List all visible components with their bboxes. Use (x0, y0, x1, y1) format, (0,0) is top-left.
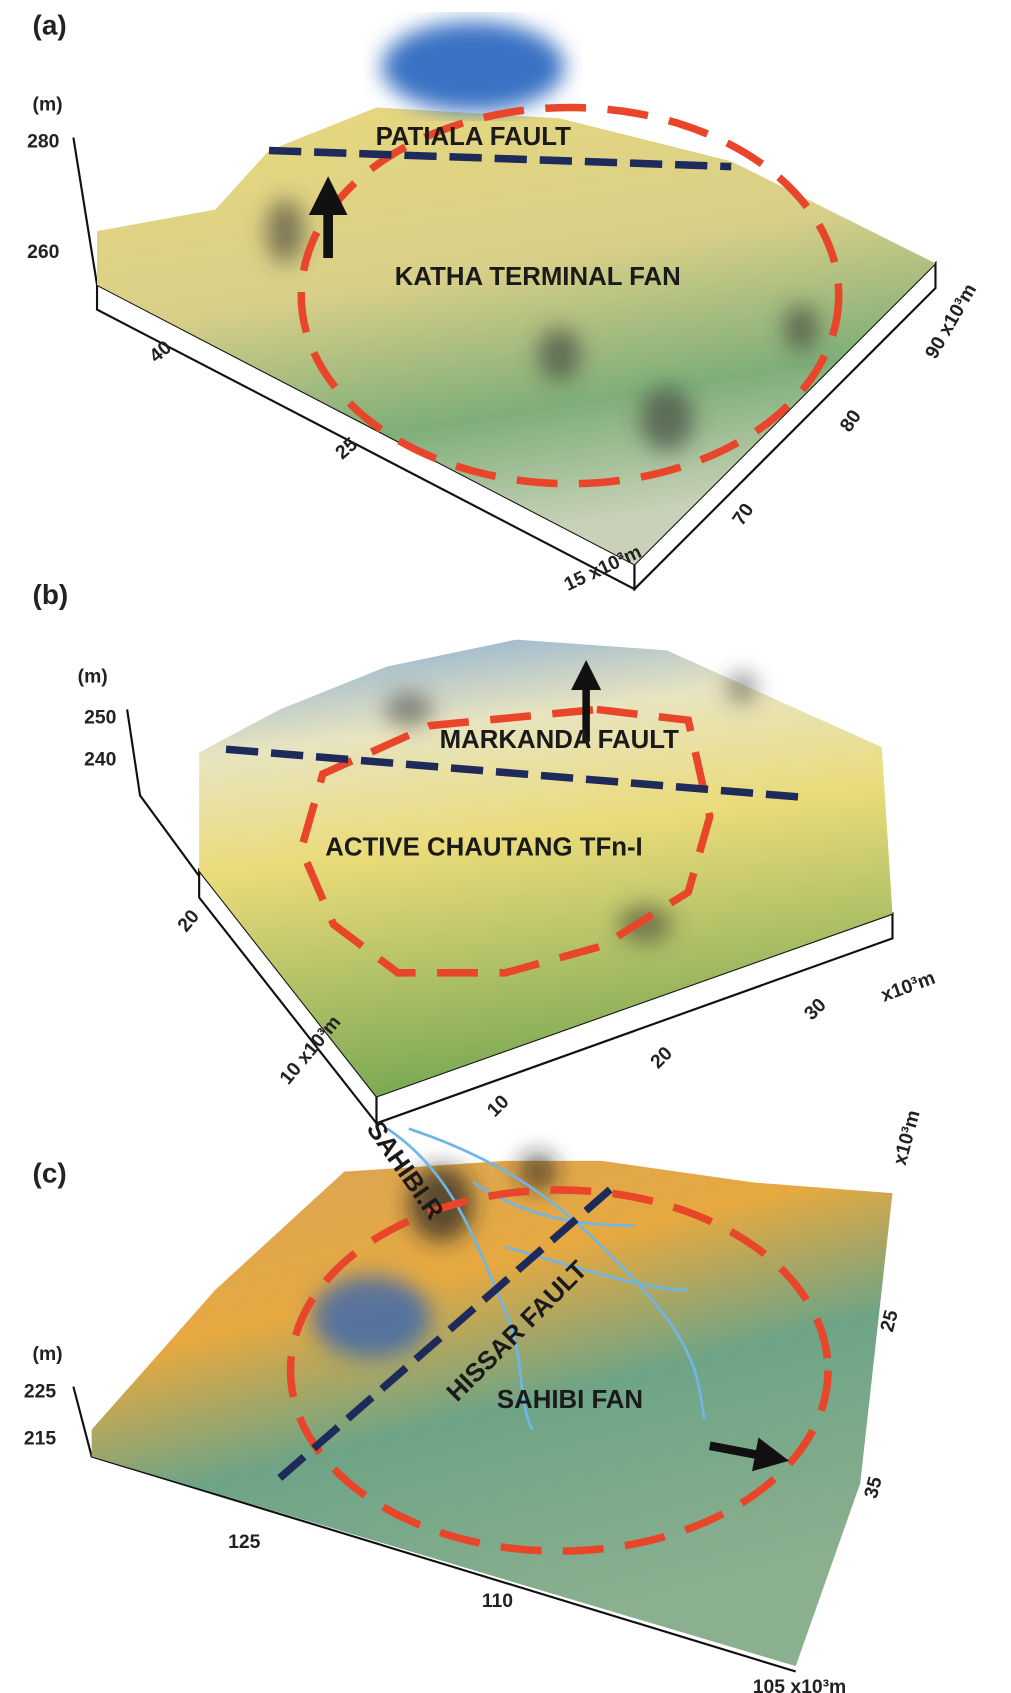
axis-label: 80 (836, 406, 866, 436)
panel-label: (a) (33, 9, 67, 40)
axis-label: 105 x10³m (753, 1676, 847, 1693)
annotation: ACTIVE CHAUTANG TFn-I (325, 834, 642, 862)
z-tick-label: 240 (84, 748, 116, 770)
panel-label: (b) (33, 579, 69, 610)
axis-label: x10³m (889, 1108, 925, 1168)
axis-label: x10³m (878, 967, 938, 1007)
z-tick-label: 280 (27, 130, 59, 152)
z-axis (73, 138, 97, 285)
axis-label: 20 (173, 906, 204, 937)
z-unit: (m) (33, 94, 63, 116)
page: {"panels":[ {"label":"(a)","z_unit":"(m)… (0, 0, 1011, 1693)
terrain-hill (382, 21, 565, 111)
figure: (a) (m) 280 260 PATIALA FAULT KATHA TERM… (0, 0, 1011, 1693)
axis-label: 125 (228, 1531, 260, 1553)
annotation: SAHIBI FAN (497, 1386, 643, 1414)
axis-label: 70 (728, 499, 758, 529)
z-tick-label: 250 (84, 706, 116, 728)
z-tick-label: 225 (24, 1380, 56, 1402)
z-tick-label: 215 (24, 1428, 56, 1450)
panel-label: (c) (33, 1157, 67, 1188)
axis-label: 110 (482, 1590, 513, 1612)
annotation: MARKANDA FAULT (440, 726, 679, 754)
axis-label: 20 (646, 1042, 677, 1073)
axis-label: 35 (860, 1474, 887, 1501)
z-unit: (m) (78, 666, 108, 688)
axis-label: 25 (876, 1307, 903, 1334)
annotation: PATIALA FAULT (376, 123, 571, 151)
z-tick-label: 260 (27, 241, 59, 263)
z-unit: (m) (33, 1343, 63, 1365)
annotation: KATHA TERMINAL FAN (395, 263, 681, 291)
axis-label: 30 (800, 994, 831, 1025)
axis-label: 10 (483, 1091, 514, 1122)
